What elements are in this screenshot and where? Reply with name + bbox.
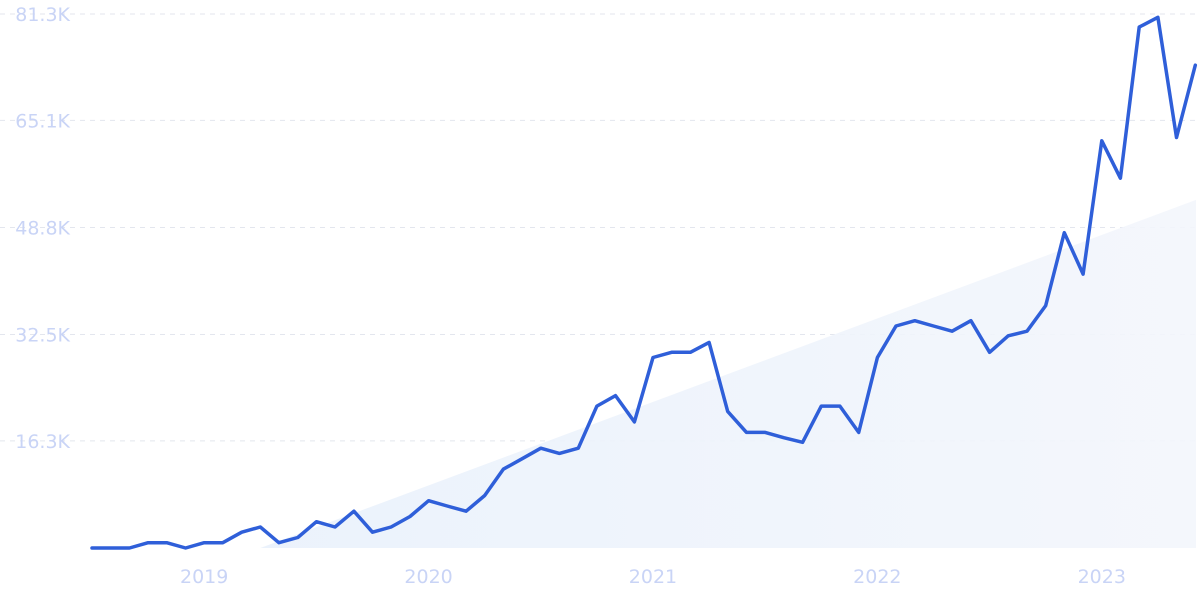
series-line: [90, 15, 1198, 550]
x-tick-label: 2021: [629, 566, 677, 588]
x-tick-label: 2019: [180, 566, 228, 588]
y-axis-tick-labels: 81.3K 65.1K 48.8K 32.5K 16.3K: [15, 4, 70, 453]
y-tick-label: 48.8K: [15, 217, 70, 239]
y-tick-label: 65.1K: [15, 110, 70, 132]
x-tick-label: 2023: [1078, 566, 1126, 588]
trend-area: [260, 199, 1196, 549]
y-tick-label: 16.3K: [15, 431, 70, 453]
x-tick-label: 2020: [404, 566, 452, 588]
x-axis-tick-labels: 2019 2020 2021 2022 2023: [180, 566, 1126, 588]
y-tick-label: 81.3K: [15, 4, 70, 26]
y-tick-label: 32.5K: [15, 325, 70, 347]
series-line-group: [90, 15, 1198, 550]
x-tick-label: 2022: [853, 566, 901, 588]
trend-area-shape: [260, 199, 1196, 549]
